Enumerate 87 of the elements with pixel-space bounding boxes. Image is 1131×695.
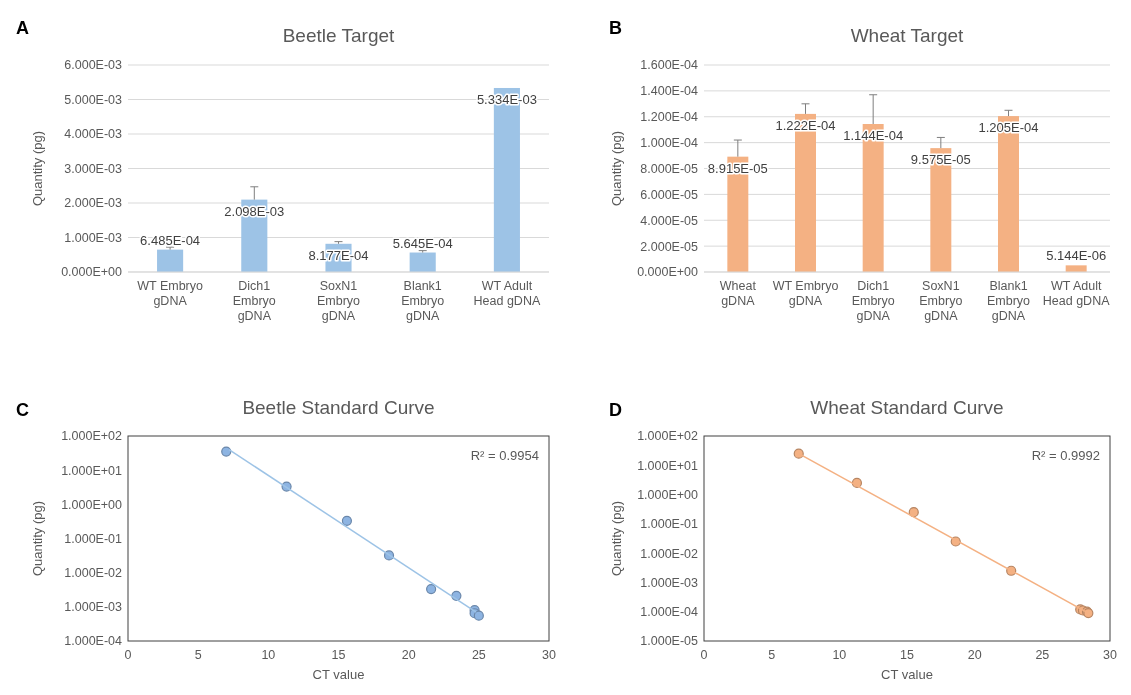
x-axis-title: CT value [312,667,365,682]
y-axis-title: Quantity (pg) [30,130,45,207]
x-tick-label: 25 [1035,648,1050,662]
data-label: 5.144E-06 [1046,248,1107,264]
y-tick-label: 1.000E-04 [640,136,699,150]
x-tick-label: 20 [967,648,982,662]
y-tick-label: 4.000E-05 [640,213,699,228]
y-tick-label: 1.400E-04 [640,84,699,99]
point [221,446,232,457]
x-tick-label: Blank1 Embryo gDNA [986,279,1031,323]
data-label: 5.334E-03 [476,91,537,107]
y-tick-label: 1.000E+01 [61,463,123,478]
x-tick-label: 5 [768,648,776,662]
y-tick-label: 1.000E-02 [640,546,699,561]
y-tick-label: 1.200E-04 [640,110,699,125]
y-axis-title: Quantity (pg) [609,130,624,207]
y-tick-label: 6.000E-05 [640,187,699,202]
y-tick-label: 1.000E-01 [64,531,123,546]
data-label: 8.177E-04 [308,247,369,263]
chart-title: Beetle Standard Curve [242,397,435,418]
text: A [16,18,29,38]
y-tick-label: 1.000E-03 [640,575,699,590]
y-tick-label: 0.000E+00 [637,265,699,280]
y-tick-label: 1.000E+02 [637,429,699,444]
y-tick-label: 1.000E-05 [640,634,699,649]
y-axis-title: Quantity (pg) [609,500,624,577]
x-tick-label: SoxN1 Embryo gDNA [316,279,361,323]
y-tick-label: 1.000E-02 [64,566,123,581]
x-tick-label: 0 [700,648,708,662]
x-tick-label: 10 [261,648,276,662]
x-tick-label: 30 [1103,648,1117,662]
x-tick-label: 5 [194,648,202,662]
y-tick-label: 1.000E-01 [640,517,699,532]
y-tick-label: 4.000E-03 [64,127,123,142]
point [473,610,484,621]
x-tick-label: WT Adult Head gDNA [473,279,541,308]
bar [1065,265,1087,272]
y-tick-label: 5.000E-03 [64,92,123,107]
bar [409,252,436,272]
point [908,507,919,518]
x-tick-label: 10 [832,648,847,662]
x-tick-label: Dich1 Embryo gDNA [232,279,276,323]
x-tick-label: WT Embryo gDNA [137,279,204,308]
x-axis-title: CT value [881,667,933,682]
y-tick-label: 2.000E-05 [640,239,699,254]
x-tick-label: 30 [542,648,556,662]
chart-title: Wheat Standard Curve [810,397,1004,418]
bar [157,249,184,272]
annotation: R² = 0.9954 [470,448,539,463]
text: C [16,400,29,420]
y-tick-label: 1.000E+00 [61,497,123,512]
x-tick-label: 25 [471,648,486,662]
point [793,448,804,459]
y-tick-label: 1.000E-04 [64,634,123,649]
x-tick-label: Blank1 Embryo gDNA [401,279,445,323]
y-tick-label: 1.000E+01 [637,458,699,473]
y-tick-label: 1.600E-04 [640,58,699,73]
x-tick-label: Dich1 Embryo gDNA [851,279,895,323]
y-axis-title: Quantity (pg) [30,500,45,577]
y-tick-label: 1.000E-03 [64,230,123,245]
x-tick-label: SoxN1 Embryo gDNA [919,279,963,323]
x-tick-label: 0 [124,648,132,662]
annotation: R² = 0.9992 [1031,448,1100,463]
y-tick-label: 6.000E-03 [64,58,123,73]
text: D [609,400,622,420]
data-label: 2.098E-03 [224,203,285,219]
x-tick-label: Wheat gDNA [719,279,757,308]
point [426,584,437,595]
data-label: 6.485E-04 [140,232,201,248]
y-tick-label: 1.000E-04 [640,605,699,620]
y-tick-label: 1.000E+02 [61,429,123,444]
chart-title: Beetle Target [282,25,396,46]
y-tick-label: 8.000E-05 [640,161,699,176]
y-tick-label: 1.000E+00 [637,487,699,502]
x-tick-label: WT Adult Head gDNA [1042,279,1111,308]
y-tick-label: 3.000E-03 [64,161,123,176]
chart-title: Wheat Target [850,25,965,46]
x-tick-label: 15 [900,648,914,662]
y-tick-label: 0.000E+00 [61,265,123,280]
x-tick-label: WT Embryo gDNA [772,279,839,308]
text: B [609,18,622,38]
y-tick-label: 1.000E-03 [64,600,123,615]
x-tick-label: 20 [401,648,416,662]
data-label: 5.645E-04 [392,235,453,251]
point [341,515,353,526]
x-tick-label: 15 [331,648,346,662]
y-tick-label: 2.000E-03 [64,196,123,211]
